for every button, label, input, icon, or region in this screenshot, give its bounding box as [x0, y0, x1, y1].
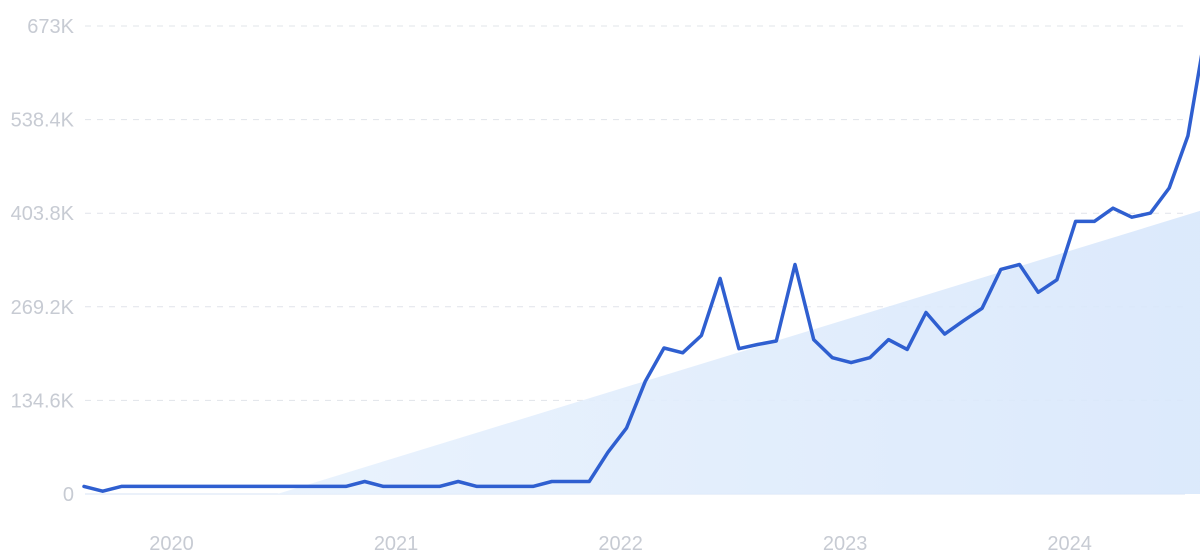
data-point — [644, 380, 647, 383]
data-point — [1018, 263, 1021, 266]
series-layer — [82, 54, 1200, 493]
data-point — [513, 485, 516, 488]
data-point — [906, 348, 909, 351]
data-point — [101, 490, 104, 493]
data-point — [812, 338, 815, 341]
data-point — [419, 485, 422, 488]
data-point — [1055, 278, 1058, 281]
data-point — [550, 480, 553, 483]
data-point — [962, 319, 965, 322]
data-point — [775, 340, 778, 343]
y-tick-label: 673K — [27, 16, 74, 38]
data-point — [195, 485, 198, 488]
data-point — [457, 480, 460, 483]
data-point — [83, 485, 86, 488]
data-point — [494, 485, 497, 488]
x-tick-label: 2024 — [1047, 533, 1092, 555]
data-point — [363, 480, 366, 483]
data-point — [214, 485, 217, 488]
y-tick-label: 0 — [63, 484, 74, 506]
data-point — [532, 485, 535, 488]
trend-area — [277, 210, 1200, 494]
data-point — [831, 356, 834, 359]
x-axis-labels: 2020 2021 2022 2023 2024 — [149, 533, 1092, 555]
x-tick-label: 2021 — [374, 533, 419, 555]
data-point — [625, 426, 628, 429]
data-point — [475, 485, 478, 488]
data-point — [588, 480, 591, 483]
data-point — [176, 485, 179, 488]
y-tick-label: 403.8K — [11, 203, 75, 225]
series-line — [82, 54, 1200, 493]
data-point — [700, 334, 703, 337]
data-point — [943, 333, 946, 336]
data-point — [1037, 291, 1040, 294]
data-point — [157, 485, 160, 488]
data-point — [1149, 212, 1152, 215]
data-point — [887, 338, 890, 341]
data-point — [1093, 220, 1096, 223]
x-tick-label: 2020 — [149, 533, 194, 555]
data-point — [868, 356, 871, 359]
data-point — [719, 277, 722, 280]
data-point — [794, 263, 797, 266]
data-point — [232, 485, 235, 488]
data-point — [850, 361, 853, 364]
y-tick-label: 269.2K — [11, 297, 75, 319]
data-point — [1112, 207, 1115, 210]
data-point — [307, 485, 310, 488]
data-point — [606, 451, 609, 454]
y-axis-labels: 0 134.6K 269.2K 403.8K 538.4K 673K — [11, 16, 75, 506]
y-tick-label: 134.6K — [11, 390, 75, 412]
data-point — [999, 268, 1002, 271]
x-tick-label: 2022 — [598, 533, 643, 555]
data-point — [981, 307, 984, 310]
data-point — [120, 485, 123, 488]
data-point — [401, 485, 404, 488]
data-point — [139, 485, 142, 488]
data-point — [681, 351, 684, 354]
x-tick-label: 2023 — [823, 533, 868, 555]
y-tick-label: 538.4K — [11, 110, 75, 132]
data-point — [251, 485, 254, 488]
data-point — [270, 485, 273, 488]
data-point — [663, 347, 666, 350]
data-point — [438, 485, 441, 488]
data-point — [737, 347, 740, 350]
data-point — [925, 311, 928, 314]
data-point — [1168, 187, 1171, 190]
data-point — [326, 485, 329, 488]
data-point — [569, 480, 572, 483]
data-point — [756, 343, 759, 346]
trend-fill — [277, 210, 1200, 494]
data-point — [288, 485, 291, 488]
data-point — [344, 485, 347, 488]
data-point — [1074, 220, 1077, 223]
data-point — [1186, 134, 1189, 137]
data-point — [1130, 216, 1133, 219]
data-point — [382, 485, 385, 488]
